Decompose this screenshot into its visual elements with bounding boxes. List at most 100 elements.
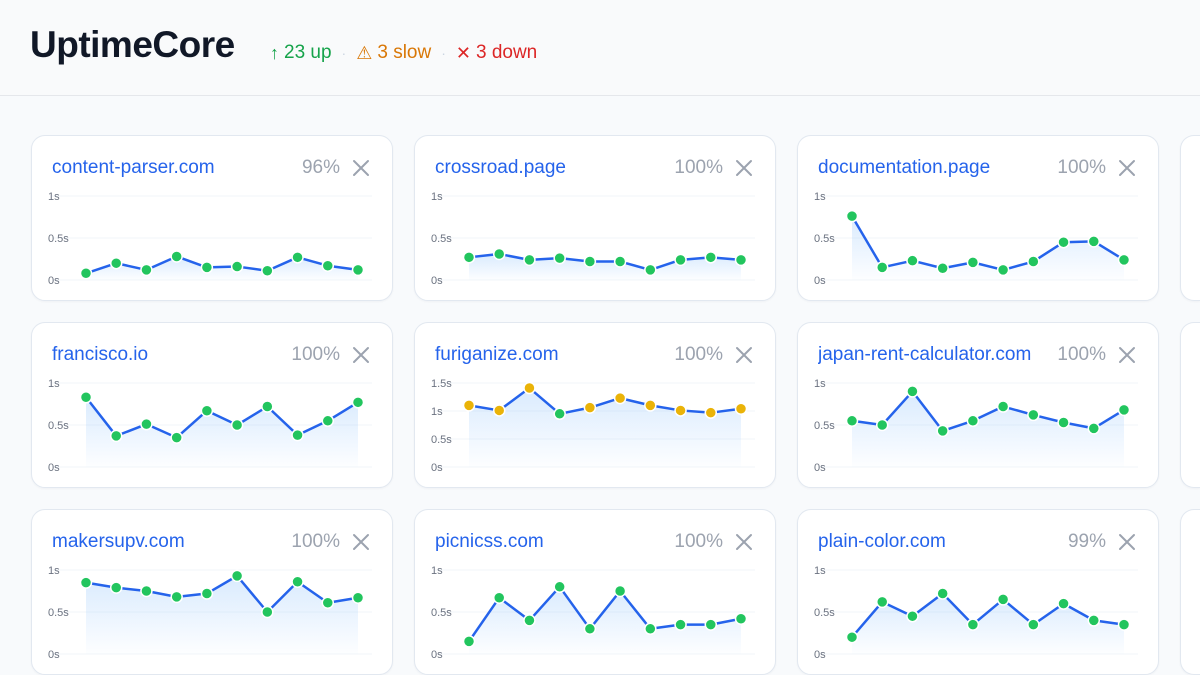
response-point[interactable] [704, 618, 718, 631]
response-point[interactable] [523, 381, 536, 395]
remove-monitor-button[interactable] [733, 531, 755, 553]
response-point[interactable] [845, 630, 859, 644]
response-point[interactable] [261, 264, 274, 278]
response-point[interactable] [1057, 597, 1070, 610]
response-point[interactable] [966, 414, 980, 428]
response-point[interactable] [1087, 614, 1101, 627]
remove-monitor-button[interactable] [733, 344, 755, 366]
remove-monitor-button[interactable] [350, 157, 372, 179]
response-point[interactable] [613, 391, 627, 405]
response-point[interactable] [996, 400, 1010, 413]
response-point[interactable] [170, 250, 183, 263]
monitor-domain-link[interactable]: picnicss.com [435, 531, 544, 552]
response-point[interactable] [613, 255, 627, 268]
response-point[interactable] [200, 404, 214, 417]
response-point[interactable] [230, 569, 244, 583]
response-point[interactable] [1087, 422, 1101, 435]
monitor-domain-link[interactable]: crossroad.page [435, 157, 566, 178]
response-point[interactable] [462, 635, 476, 648]
remove-monitor-button[interactable] [1116, 344, 1138, 366]
monitor-domain-link[interactable]: makersupv.com [52, 531, 185, 552]
response-point[interactable] [1117, 403, 1131, 417]
response-point[interactable] [906, 385, 919, 398]
response-point[interactable] [936, 587, 949, 600]
status-up[interactable]: ↑ 23 up [270, 42, 332, 64]
monitor-domain-link[interactable]: content-parser.com [52, 157, 215, 178]
monitor-card[interactable]: 1s 0.5s 0s crossroad.page 100% [414, 135, 776, 301]
monitor-card[interactable]: 1s 0.5s 0s content-parser.com 96% [31, 135, 393, 301]
response-point[interactable] [996, 263, 1010, 277]
remove-monitor-button[interactable] [350, 531, 372, 553]
response-point[interactable] [845, 414, 859, 428]
response-point[interactable] [291, 575, 304, 589]
response-point[interactable] [321, 596, 335, 610]
response-point[interactable] [492, 591, 506, 604]
response-point[interactable] [523, 253, 536, 267]
response-point[interactable] [109, 429, 123, 443]
monitor-card[interactable]: 1.5s 1s 0.5s 0s furiganize.com 100% [414, 322, 776, 488]
response-point[interactable] [261, 400, 274, 413]
response-point[interactable] [261, 605, 274, 619]
response-point[interactable] [200, 587, 214, 600]
monitor-domain-link[interactable]: francisco.io [52, 344, 149, 365]
response-point[interactable] [523, 614, 536, 627]
response-point[interactable] [291, 428, 304, 442]
response-point[interactable] [674, 618, 687, 631]
response-point[interactable] [936, 261, 949, 275]
response-point[interactable] [704, 406, 718, 419]
monitor-card[interactable]: 1s 0.5s 0s picnicss.com 100% [414, 509, 776, 675]
response-point[interactable] [583, 622, 597, 636]
response-point[interactable] [875, 261, 889, 274]
response-point[interactable] [79, 576, 93, 589]
response-point[interactable] [140, 263, 153, 277]
response-point[interactable] [321, 259, 335, 272]
response-point[interactable] [845, 209, 859, 223]
status-down[interactable]: ✕ 3 down [456, 42, 537, 64]
monitor-domain-link[interactable]: documentation.page [818, 157, 991, 178]
response-point[interactable] [140, 417, 153, 431]
monitor-card[interactable]: 1s 0.5s 0s plain-color.com 99% [797, 509, 1159, 675]
response-point[interactable] [1117, 618, 1131, 631]
remove-monitor-button[interactable] [1116, 157, 1138, 179]
response-point[interactable] [906, 254, 919, 267]
response-point[interactable] [875, 418, 889, 432]
response-point[interactable] [553, 251, 566, 265]
response-point[interactable] [291, 251, 304, 264]
response-point[interactable] [79, 267, 93, 280]
monitor-card[interactable]: 1s 0.5s 0s makersupv.com 100% [31, 509, 393, 675]
response-point[interactable] [1057, 416, 1070, 429]
response-point[interactable] [462, 251, 476, 264]
status-slow[interactable]: ⚠ 3 slow [356, 42, 431, 64]
response-point[interactable] [613, 584, 627, 598]
response-point[interactable] [230, 260, 244, 273]
response-point[interactable] [140, 584, 153, 598]
monitor-domain-link[interactable]: furiganize.com [435, 344, 559, 365]
monitor-domain-link[interactable]: japan-rent-calculator.com [818, 344, 1032, 365]
response-point[interactable] [351, 396, 365, 409]
monitor-domain-link[interactable]: plain-color.com [818, 531, 946, 552]
response-point[interactable] [553, 580, 566, 594]
monitor-card[interactable]: 1s 0.5s 0s francisco.io 100% [31, 322, 393, 488]
response-point[interactable] [1027, 255, 1040, 268]
response-point[interactable] [170, 431, 183, 444]
response-point[interactable] [704, 251, 718, 264]
response-point[interactable] [644, 622, 657, 636]
response-point[interactable] [1087, 235, 1101, 248]
monitor-card[interactable]: 1s 0.5s 0s japan-rent-calculator.com 100% [797, 322, 1159, 488]
response-point[interactable] [734, 402, 748, 416]
response-point[interactable] [1117, 253, 1131, 267]
response-point[interactable] [230, 418, 244, 432]
response-point[interactable] [79, 391, 93, 404]
remove-monitor-button[interactable] [1116, 531, 1138, 553]
response-point[interactable] [936, 424, 949, 438]
response-point[interactable] [200, 261, 214, 274]
monitor-card[interactable]: 1s 0.5s 0s documentation.page 100% [797, 135, 1159, 301]
response-point[interactable] [996, 593, 1010, 606]
remove-monitor-button[interactable] [733, 157, 755, 179]
response-point[interactable] [875, 595, 889, 609]
response-point[interactable] [734, 612, 748, 625]
response-point[interactable] [583, 255, 597, 268]
response-point[interactable] [674, 404, 687, 417]
response-point[interactable] [674, 253, 687, 267]
response-point[interactable] [170, 590, 183, 604]
